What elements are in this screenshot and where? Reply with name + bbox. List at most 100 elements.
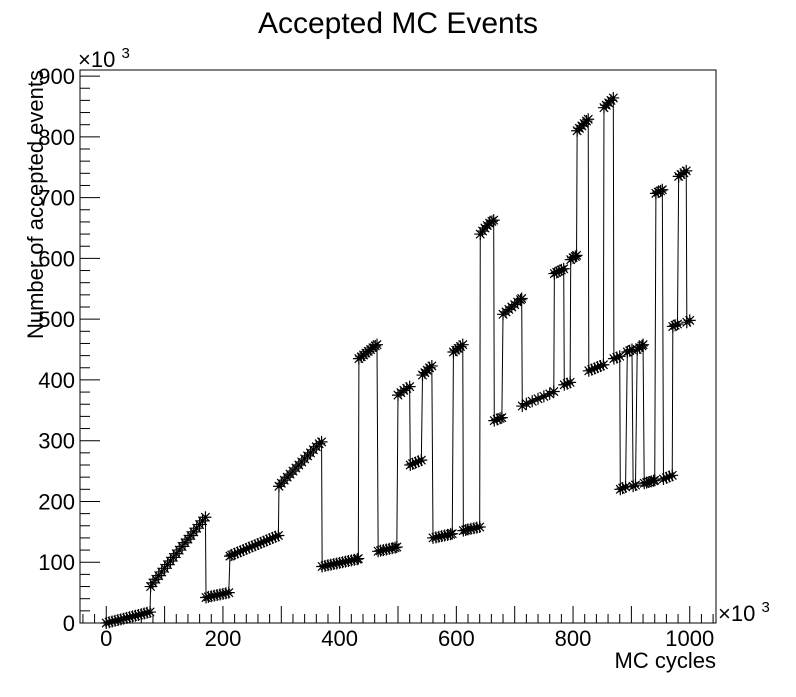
data-point-marker [441,528,454,541]
data-point-marker [345,554,358,567]
data-point-marker [640,476,653,489]
data-point-marker [432,530,445,543]
x-multiplier-exponent: 3 [761,599,769,616]
data-point-marker [339,555,352,568]
data-point-marker [597,358,610,371]
data-point-marker [656,183,669,196]
y-tick-label: 500 [38,307,75,332]
data-point-marker [438,529,451,542]
x-tick-label: 1000 [665,626,714,651]
x-multiplier-base: ×10 [718,601,755,626]
data-point-marker [594,359,607,372]
data-point-marker [652,186,665,199]
data-point-marker [435,530,448,543]
data-point-marker [467,522,480,535]
x-axis-label: MC cycles [615,648,716,673]
data-point-marker [520,397,533,410]
data-point-marker [243,541,256,554]
data-point-marker [637,338,650,351]
data-point-marker [666,469,679,482]
plot-frame [79,69,717,624]
data-point-marker [663,470,676,483]
data-point-marker [202,590,215,603]
data-point-marker [406,457,419,470]
data-point-marker [613,350,626,363]
data-point-marker [132,608,145,621]
data-point-marker [330,557,343,570]
data-point-marker [645,475,658,488]
data-point-marker [249,539,262,552]
data-point-marker [429,531,442,544]
y-tick-label: 400 [38,368,75,393]
data-point-marker [570,249,583,262]
data-point-marker [557,262,570,275]
data-point-marker [257,535,270,548]
data-point-marker [591,361,604,374]
data-point-marker [390,541,403,554]
y-tick-label: 300 [38,429,75,454]
data-point-marker [403,380,416,393]
data-point-marker [260,534,273,547]
data-point-marker [669,319,682,332]
data-point-marker [671,318,684,331]
data-point-marker [370,338,383,351]
data-point-marker [352,552,365,565]
data-point-marker [109,614,122,627]
y-axis-label: Number of accepted events [23,70,48,339]
data-point-marker [380,543,393,556]
y-tick-label: 600 [38,246,75,271]
data-point-marker [129,609,142,622]
data-point-marker [246,540,259,553]
data-point-marker [234,545,247,558]
data-point-marker [548,267,561,280]
x-tick-label: 800 [555,626,592,651]
data-point-marker [610,351,623,364]
data-point-marker [415,454,428,467]
data-point-marker [561,377,574,390]
data-point-marker [228,547,241,560]
data-point-marker [106,615,119,628]
axis-ticks: 0 100 200 300 400 500 600 700 800 900 0 200 400 600 80… [38,64,714,651]
data-point-marker [123,611,136,624]
data-point-marker [491,413,504,426]
data-point-marker [336,556,349,569]
x-tick-label: 600 [438,626,475,651]
data-point-marker [316,560,329,573]
data-point-marker [657,472,670,485]
data-point-marker [120,611,133,624]
chart-title: Accepted MC Events [258,7,538,40]
data-point-marker [321,559,334,572]
y-axis-multiplier: ×10 3 [78,45,130,72]
data-point-marker [251,538,264,550]
data-point-marker [648,474,661,487]
data-point-marker [263,533,276,546]
data-point-marker [616,482,629,495]
data-point-marker [144,606,157,619]
data-point-marker [487,214,500,227]
data-point-marker [222,586,235,599]
data-point-marker [400,382,413,395]
data-point-marker [240,542,253,555]
data-point-marker [588,362,601,375]
data-point-marker [488,414,501,427]
data-point-marker [389,541,402,554]
data-point-marker [547,385,560,398]
data-point-marker [470,521,483,534]
data-point-marker [219,587,232,600]
data-point-marker [117,612,130,625]
data-point-marker [141,606,154,619]
data-point-marker [537,390,550,403]
data-point-marker [254,536,267,549]
data-point-marker [315,435,328,448]
series-markers [100,91,696,629]
data-point-marker [642,476,655,489]
data-point-marker [550,266,563,279]
data-point-marker [374,544,387,557]
data-point-marker [526,395,539,408]
data-point-marker [377,544,390,557]
data-point-marker [225,548,238,561]
data-point-marker [567,251,580,264]
data-point-marker [237,544,250,557]
data-point-marker [473,520,486,533]
